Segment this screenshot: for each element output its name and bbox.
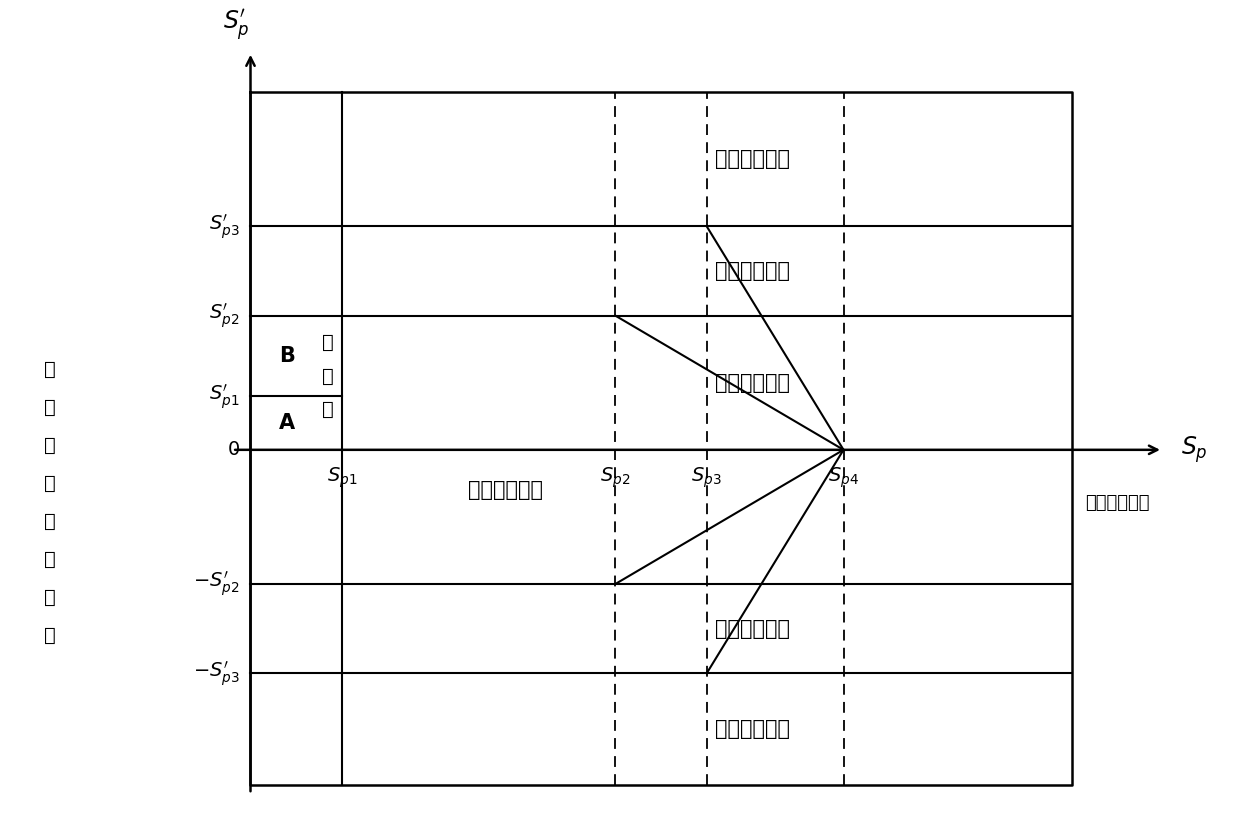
Text: 制: 制 (43, 359, 56, 379)
Text: $S_{p1}$: $S_{p1}$ (326, 465, 357, 490)
Text: $S_{p4}$: $S_{p4}$ (828, 465, 859, 490)
Text: 0: 0 (227, 440, 239, 460)
Text: $S_{p2}$: $S_{p2}$ (600, 465, 631, 490)
Text: $S_p$: $S_p$ (1180, 435, 1208, 465)
Text: $S_{p3}'$: $S_{p3}'$ (210, 212, 239, 241)
Text: $S_{p3}$: $S_{p3}$ (692, 465, 722, 490)
Text: 常规再生制动: 常规再生制动 (469, 480, 543, 500)
Text: 度: 度 (43, 626, 56, 645)
Text: 阀: 阀 (322, 333, 334, 352)
Text: 板: 板 (43, 474, 56, 493)
Text: 关闭再生制动: 关闭再生制动 (714, 719, 790, 739)
Text: B: B (279, 346, 295, 366)
Text: 踏: 踏 (43, 436, 56, 455)
Text: 程: 程 (43, 550, 56, 569)
Text: 行: 行 (43, 512, 56, 531)
Text: 动: 动 (322, 367, 334, 385)
Text: 作: 作 (322, 400, 334, 419)
Text: $-S_{p3}'$: $-S_{p3}'$ (192, 659, 239, 688)
Text: 动: 动 (43, 398, 56, 417)
Text: 常规再生制动: 常规再生制动 (714, 373, 790, 393)
Text: $S_{p2}'$: $S_{p2}'$ (210, 301, 239, 330)
Text: 削弱再生制动: 削弱再生制动 (714, 619, 790, 639)
Text: 削弱再生制动: 削弱再生制动 (714, 261, 790, 281)
Text: 制动踏板行程: 制动踏板行程 (1085, 495, 1149, 512)
Text: 速: 速 (43, 588, 56, 607)
Text: $S_p'$: $S_p'$ (223, 8, 250, 43)
Text: $-S_{p2}'$: $-S_{p2}'$ (193, 570, 239, 598)
Text: A: A (279, 413, 295, 433)
Text: $S_{p1}'$: $S_{p1}'$ (210, 382, 239, 410)
Text: 关闭再生制动: 关闭再生制动 (714, 149, 790, 169)
